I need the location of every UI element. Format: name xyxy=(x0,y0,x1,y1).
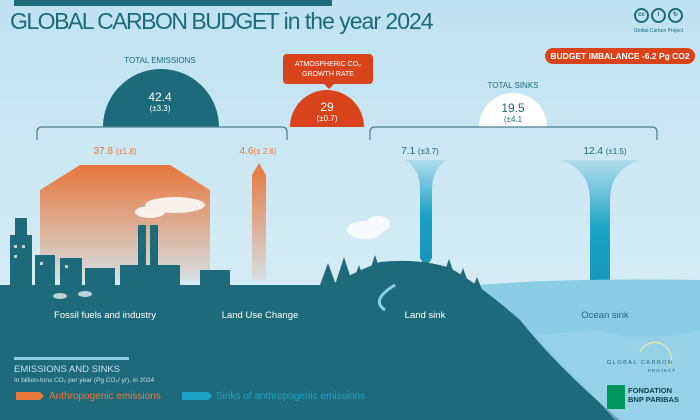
fossil-emission-arrow xyxy=(40,165,210,280)
atm-line2: GROWTH RATE xyxy=(302,71,354,78)
luc-emission-arrow xyxy=(252,163,266,280)
bnp-logo-mark xyxy=(607,385,625,409)
total-emissions-label: TOTAL EMISSIONS xyxy=(124,56,196,65)
ocean-sink-value: 12.4 (±1.5) xyxy=(583,146,627,157)
land-sink-arrow xyxy=(406,160,446,268)
page-title: GLOBAL CARBON BUDGET in the year 2024 xyxy=(10,8,434,34)
emissions-bracket xyxy=(36,126,288,140)
total-sinks-label: TOTAL SINKS xyxy=(487,81,539,90)
land-sink-label: Land sink xyxy=(404,310,446,321)
fossil-label: Fossil fuels and industry xyxy=(54,310,156,321)
sinks-legend-swatch xyxy=(182,392,212,400)
land-sink-value: 7.1 (±3.7) xyxy=(401,146,439,157)
total-sinks-dome xyxy=(479,93,547,127)
by-icon: i xyxy=(651,8,666,23)
credit: Global Carbon Project xyxy=(634,28,684,34)
legend-subtitle: In billion-tons CO₂ per year (Pg CO₂/ yr… xyxy=(14,377,155,384)
legend-sinks: Sinks of anthropogenic emissions xyxy=(216,391,365,402)
atmospheric-dome xyxy=(290,90,364,127)
gcp-logo-text: GLOBAL CARBON xyxy=(607,360,674,366)
bnp-logo-text: FONDATION BNP PARIBAS xyxy=(628,386,679,404)
luc-value: 4.6(± 2.6) xyxy=(239,146,277,157)
gcp-logo-project: PROJECT xyxy=(648,368,677,373)
total-emissions-dome xyxy=(103,69,219,127)
legend-emissions: Anthropogenic emissions xyxy=(49,391,161,402)
fossil-value: 37.8 (±1.8) xyxy=(93,146,137,157)
forest xyxy=(320,255,484,295)
sa-icon: ↻ xyxy=(668,8,683,23)
sinks-bracket xyxy=(369,126,658,140)
budget-imbalance-badge: BUDGET IMBALANCE -6.2 Pg CO2 xyxy=(545,48,695,64)
total-emissions-uncertainty: (±3.3) xyxy=(149,104,171,113)
land xyxy=(0,260,620,420)
total-sinks-uncertainty: (±4.1 xyxy=(503,115,523,124)
gcp-logo-arc xyxy=(639,341,673,367)
atmospheric-uncertainty: (±0.7) xyxy=(316,114,338,123)
atmospheric-label-box: ATMOSPHERIC CO₂ GROWTH RATE xyxy=(283,54,373,89)
ocean-sink-label: Ocean sink xyxy=(581,310,629,321)
ocean-sink-arrow xyxy=(560,160,640,298)
atm-line1: ATMOSPHERIC CO₂ xyxy=(295,61,361,68)
total-emissions-value: 42.4 xyxy=(148,90,172,104)
emissions-legend-swatch xyxy=(16,392,44,400)
legend-divider xyxy=(14,357,129,360)
top-bar xyxy=(14,0,332,6)
legend-title: EMISSIONS AND SINKS xyxy=(14,364,121,375)
total-sinks-value: 19.5 xyxy=(501,101,525,115)
river xyxy=(377,283,396,312)
cc-icon: cc xyxy=(634,8,649,23)
atmospheric-value: 29 xyxy=(320,100,334,114)
luc-label: Land Use Change xyxy=(221,310,299,321)
